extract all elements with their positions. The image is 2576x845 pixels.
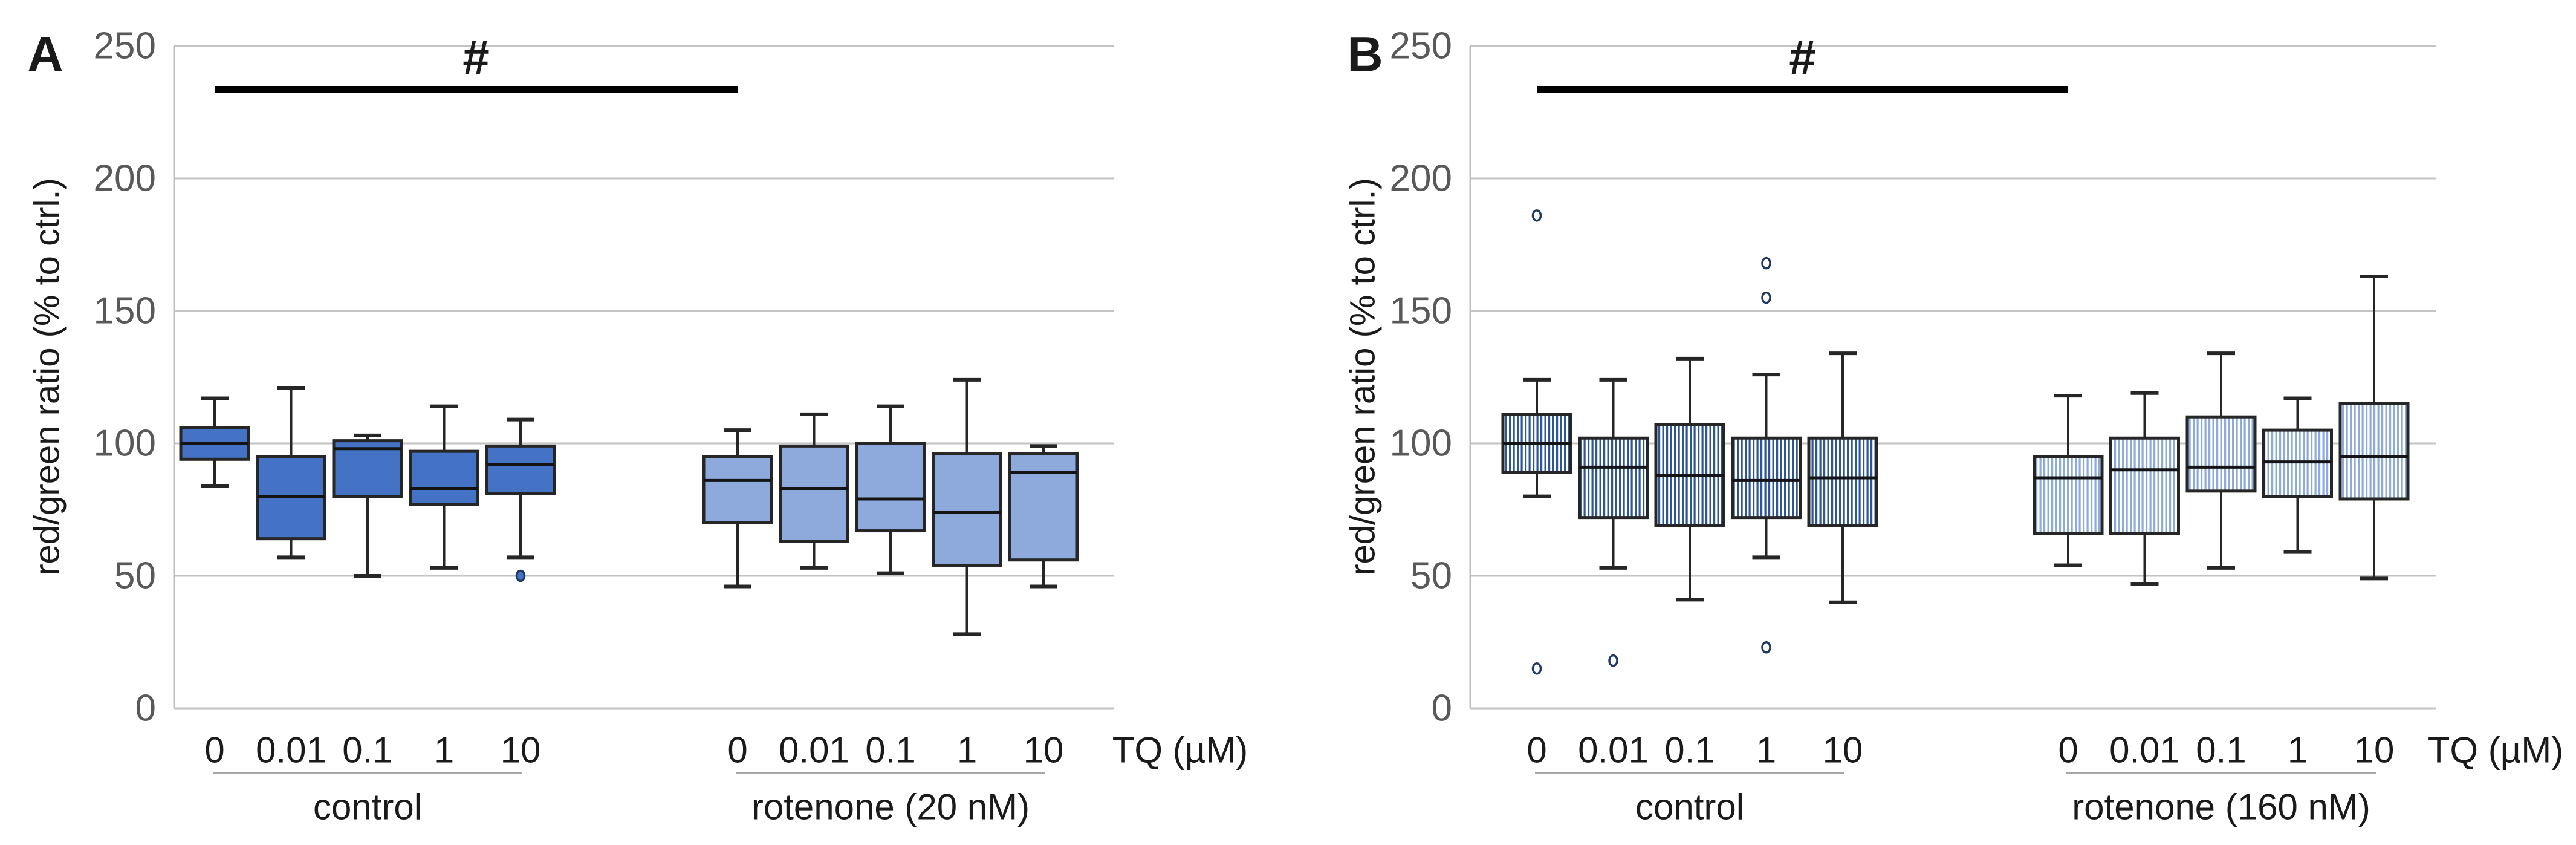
box: [1578, 436, 1649, 520]
y-tick-label: 250: [1390, 25, 1452, 67]
panel-label-A: A: [27, 27, 63, 82]
x-tick-label: 1: [434, 730, 454, 771]
box: [2185, 415, 2257, 493]
x-tick-label: 0: [1526, 730, 1546, 771]
x-tick-label: 0.1: [865, 730, 915, 771]
outlier-point: [1761, 256, 1771, 270]
box: [932, 452, 1002, 567]
x-axis-unit-label: TQ (µM): [1112, 730, 1248, 771]
x-tick-label: 0: [2058, 730, 2078, 771]
x-tick-label: 10: [1024, 730, 1064, 771]
outlier-point: [1531, 209, 1542, 222]
y-tick-label: 50: [114, 555, 156, 597]
box: [2109, 436, 2180, 535]
y-tick-label: 100: [94, 423, 156, 465]
y-tick-label: 0: [135, 688, 156, 729]
significance-bar: [215, 86, 738, 93]
group-label: rotenone (160 nM): [2072, 787, 2370, 827]
significance-symbol: #: [1789, 31, 1816, 85]
significance-symbol: #: [462, 31, 490, 85]
x-axis-unit-label: TQ (µM): [2428, 730, 2564, 771]
panel-label-B: B: [1347, 27, 1383, 82]
x-tick-label: 0.01: [2109, 730, 2180, 771]
group-label: control: [313, 787, 422, 827]
x-tick-label: 10: [1823, 730, 1863, 771]
group-label: control: [1635, 787, 1744, 827]
y-tick-label: 0: [1432, 688, 1452, 729]
x-tick-label: 0.01: [256, 730, 326, 771]
y-tick-label: 250: [94, 25, 156, 67]
outlier-point: [1761, 641, 1771, 654]
x-tick-label: 0: [204, 730, 224, 771]
box: [2338, 402, 2410, 501]
box: [2033, 455, 2104, 535]
outlier-point: [1761, 291, 1771, 304]
y-tick-label: 100: [1390, 423, 1452, 465]
x-tick-label: 10: [501, 730, 541, 771]
y-tick-label: 150: [94, 290, 156, 332]
x-tick-label: 0: [727, 730, 747, 771]
x-tick-label: 0.01: [779, 730, 849, 771]
outlier-point: [1608, 654, 1618, 667]
box: [485, 444, 556, 495]
x-tick-label: 0.1: [342, 730, 392, 771]
outlier-point: [515, 569, 526, 582]
x-tick-label: 10: [2354, 730, 2395, 771]
y-tick-label: 150: [1390, 290, 1452, 332]
x-tick-label: 1: [1756, 730, 1776, 771]
box: [1731, 436, 1802, 520]
x-tick-label: 0.1: [2196, 730, 2246, 771]
x-tick-label: 0.1: [1664, 730, 1715, 771]
box: [409, 449, 479, 506]
x-tick-label: 1: [957, 730, 977, 771]
y-axis-title: red/green ratio (% to ctrl.): [1343, 178, 1383, 576]
box: [779, 444, 849, 543]
y-tick-label: 50: [1410, 555, 1452, 597]
y-axis-title: red/green ratio (% to ctrl.): [28, 178, 67, 576]
x-tick-label: 0.01: [1578, 730, 1649, 771]
box: [702, 455, 773, 524]
y-tick-label: 200: [1390, 158, 1452, 200]
outlier-point: [1531, 662, 1542, 675]
x-tick-label: 1: [2288, 730, 2308, 771]
box: [855, 442, 926, 533]
significance-bar: [1537, 86, 2068, 93]
box: [1807, 436, 1878, 527]
group-label: rotenone (20 nM): [751, 787, 1030, 827]
y-tick-label: 200: [94, 158, 156, 200]
box: [1008, 452, 1079, 562]
